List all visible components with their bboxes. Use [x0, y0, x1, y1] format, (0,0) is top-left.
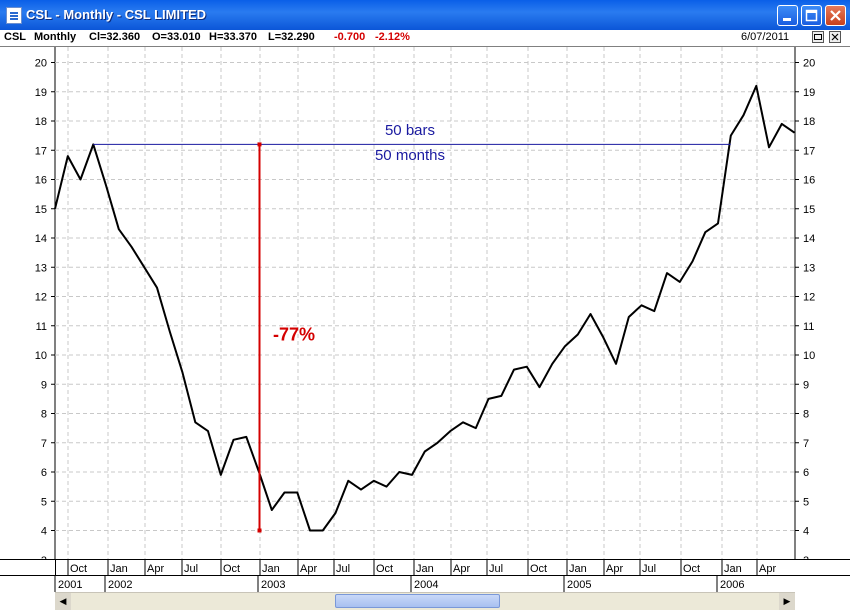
y-tick-label-right: 18: [803, 116, 815, 128]
price-series-line[interactable]: [54, 84, 796, 532]
minimize-icon: [783, 18, 791, 21]
year-label: 2002: [108, 579, 132, 591]
y-tick-label-left: 6: [41, 467, 47, 479]
left-arrow-icon: ◀: [59, 596, 67, 606]
month-label: Jan: [569, 563, 587, 575]
change-percent-value: -2.12%: [375, 31, 410, 43]
y-tick-label-right: 7: [803, 438, 809, 450]
y-tick-label-right: 14: [803, 233, 815, 245]
y-tick-label-left: 19: [35, 87, 47, 99]
month-label: Apr: [147, 563, 164, 575]
duration-bars-label: 50 bars: [385, 122, 435, 139]
open-value: O=33.010: [152, 31, 201, 43]
y-tick-label-left: 10: [35, 350, 47, 362]
minimize-button[interactable]: [777, 5, 798, 26]
scroll-left-button[interactable]: ◀: [55, 593, 71, 610]
y-tick-label-right: 8: [803, 409, 809, 421]
month-label: Jul: [336, 563, 350, 575]
y-tick-label-right: 6: [803, 467, 809, 479]
chart-canvas[interactable]: 20 20 19 19 18 18 17 17 16 16 15 15 14 14 13 13 12 12 11 11…: [0, 47, 850, 567]
high-value: H=33.370: [209, 31, 258, 43]
month-label: Oct: [683, 563, 700, 575]
month-label: Jul: [642, 563, 656, 575]
y-tick-label-left: 14: [35, 233, 47, 245]
y-tick-label-left: 5: [41, 496, 47, 508]
price-chart[interactable]: 20 20 19 19 18 18 17 17 16 16 15 15 14 14 13 13 12 12 11 11…: [0, 47, 850, 567]
maximize-icon: [805, 9, 818, 22]
y-tick-label-right: 9: [803, 379, 809, 391]
change-value: -0.700: [334, 31, 366, 43]
scrollbar-thumb[interactable]: [335, 594, 500, 608]
close-pane-icon: [831, 33, 839, 41]
y-tick-label-right: 15: [803, 204, 815, 216]
y-tick-label-right: 20: [803, 58, 815, 70]
right-arrow-icon: ▶: [783, 596, 791, 606]
y-tick-label-left: 16: [35, 175, 47, 187]
y-tick-label-left: 13: [35, 262, 47, 274]
scroll-right-button[interactable]: ▶: [779, 593, 795, 610]
year-label: 2004: [414, 579, 438, 591]
y-tick-label-right: 5: [803, 496, 809, 508]
month-label: Jan: [110, 563, 128, 575]
duration-months-label: 50 months: [375, 147, 445, 164]
month-label: Oct: [70, 563, 87, 575]
period-label: Monthly: [34, 31, 77, 43]
year-label: 2001: [58, 579, 82, 591]
maximize-button[interactable]: [801, 5, 822, 26]
month-label: Apr: [453, 563, 470, 575]
drawdown-end-marker: [257, 528, 262, 533]
y-tick-label-right: 16: [803, 175, 815, 187]
y-tick-label-left: 18: [35, 116, 47, 128]
restore-icon: [814, 34, 822, 40]
month-label: Jan: [416, 563, 434, 575]
close-value: Cl=32.360: [89, 31, 141, 43]
y-tick-label-right: 19: [803, 87, 815, 99]
y-tick-label-left: 20: [35, 58, 47, 70]
restore-pane-button[interactable]: [812, 31, 824, 43]
horizontal-scrollbar[interactable]: ◀ ▶: [55, 592, 795, 610]
symbol-label: CSL: [4, 31, 26, 43]
drawdown-start-marker: [257, 142, 262, 147]
time-axis: Oct Jan Apr Jul Oct Jan Apr Jul Oct Jan Apr Jul Oct J…: [0, 559, 850, 592]
y-tick-label-right: 11: [803, 321, 814, 333]
close-pane-button[interactable]: [829, 31, 841, 43]
y-tick-label-right: 17: [803, 145, 815, 157]
month-label: Jan: [724, 563, 742, 575]
y-tick-label-left: 9: [41, 379, 47, 391]
price-info-bar: CSL Monthly Cl=32.360 O=33.010 H=33.370 …: [0, 30, 850, 47]
low-value: L=32.290: [268, 31, 315, 43]
y-tick-label-left: 7: [41, 438, 47, 450]
year-label: 2005: [567, 579, 591, 591]
drawdown-percent-label: -77%: [273, 324, 315, 344]
date-label: 6/07/2011: [741, 31, 790, 43]
y-tick-label-left: 8: [41, 409, 47, 421]
month-label: Jan: [262, 563, 280, 575]
chart-window-icon[interactable]: [6, 7, 22, 24]
year-label: 2006: [720, 579, 744, 591]
y-tick-label-left: 11: [36, 321, 47, 333]
month-label: Oct: [530, 563, 547, 575]
month-label: Apr: [606, 563, 623, 575]
title-bar: CSL - Monthly - CSL LIMITED: [0, 0, 850, 30]
y-tick-label-right: 12: [803, 292, 815, 304]
y-tick-label-left: 15: [35, 204, 47, 216]
close-button[interactable]: [825, 5, 846, 26]
close-icon: [830, 10, 841, 21]
month-label: Apr: [300, 563, 317, 575]
month-label: Apr: [759, 563, 776, 575]
year-label: 2003: [261, 579, 285, 591]
y-tick-label-left: 12: [35, 292, 47, 304]
y-tick-label-right: 13: [803, 262, 815, 274]
window-title: CSL - Monthly - CSL LIMITED: [26, 7, 207, 22]
y-tick-label-right: 4: [803, 526, 809, 538]
month-label: Oct: [223, 563, 240, 575]
month-label: Jul: [489, 563, 503, 575]
y-tick-label-left: 17: [35, 145, 47, 157]
month-label: Jul: [184, 563, 198, 575]
month-label: Oct: [376, 563, 393, 575]
y-tick-label-right: 10: [803, 350, 815, 362]
y-tick-label-left: 4: [41, 526, 47, 538]
